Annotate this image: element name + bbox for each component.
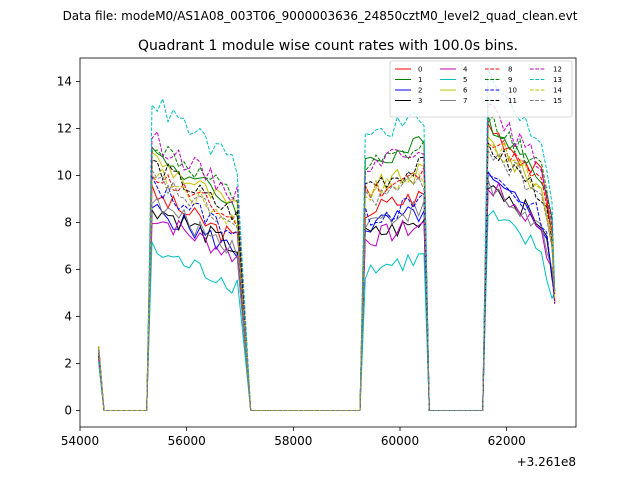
y-tick-label: 0 <box>64 404 72 418</box>
legend-label-0: 0 <box>418 66 422 74</box>
legend-label-6: 6 <box>463 87 468 95</box>
x-tick-label: 60000 <box>381 434 419 448</box>
legend-label-14: 14 <box>553 87 562 95</box>
series-line-10 <box>98 174 556 411</box>
series-line-5 <box>98 209 556 411</box>
legend-label-15: 15 <box>553 97 562 105</box>
y-tick-label: 6 <box>64 263 72 277</box>
y-tick-label: 4 <box>64 310 72 324</box>
series-line-12 <box>98 102 556 411</box>
chart-title: Quadrant 1 module wise count rates with … <box>138 38 518 54</box>
y-axis: 0 2 4 6 8 10 12 14 <box>57 75 80 418</box>
legend-label-5: 5 <box>463 76 467 84</box>
legend-label-12: 12 <box>553 66 562 74</box>
series-line-14 <box>98 140 556 411</box>
y-tick-label: 10 <box>57 169 72 183</box>
x-tick-label: 58000 <box>274 434 312 448</box>
series-line-15 <box>98 148 556 411</box>
legend-label-11: 11 <box>508 97 517 105</box>
legend-box <box>389 60 573 118</box>
legend-label-4: 4 <box>463 66 468 74</box>
y-tick-label: 14 <box>57 75 72 89</box>
legend-label-2: 2 <box>418 87 422 95</box>
x-axis: 54000 56000 58000 60000 62000 <box>61 427 526 448</box>
legend-label-1: 1 <box>418 76 422 84</box>
legend-label-13: 13 <box>553 76 562 84</box>
series-layer <box>98 68 556 411</box>
plot-frame <box>79 57 577 428</box>
series-line-9 <box>98 115 556 411</box>
legend-label-7: 7 <box>463 97 467 105</box>
x-tick-label: 56000 <box>168 434 206 448</box>
chart-suptitle: Data file: modeM0/AS1A08_003T06_90000036… <box>63 9 578 23</box>
x-tick-label: 54000 <box>61 434 99 448</box>
series-line-11 <box>98 142 556 411</box>
series-line-3 <box>98 184 556 411</box>
y-tick-label: 2 <box>64 357 72 371</box>
x-tick-label: 62000 <box>488 434 526 448</box>
legend-label-3: 3 <box>418 97 422 105</box>
y-tick-label: 8 <box>64 216 72 230</box>
series-line-0 <box>98 123 556 411</box>
legend-label-10: 10 <box>508 87 517 95</box>
x-offset-label: +3.261e8 <box>517 455 576 469</box>
legend-label-8: 8 <box>508 66 512 74</box>
legend-label-9: 9 <box>508 76 512 84</box>
series-line-4 <box>98 181 556 411</box>
series-line-7 <box>98 179 556 411</box>
y-tick-label: 12 <box>57 122 72 136</box>
